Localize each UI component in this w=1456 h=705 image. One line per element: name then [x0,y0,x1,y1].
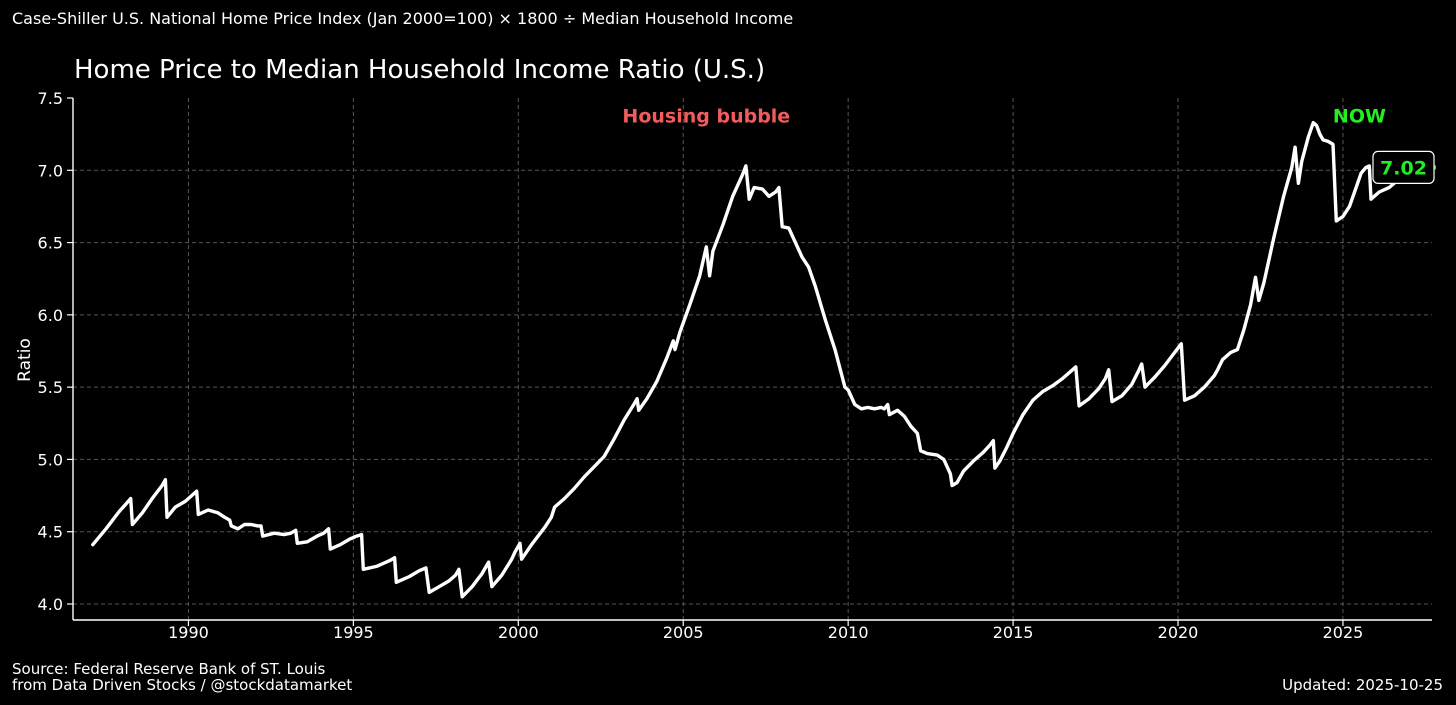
source-line-1: Source: Federal Reserve Bank of ST. Loui… [12,660,326,678]
x-tick-label: 1990 [168,623,209,642]
y-tick-label: 5.0 [38,450,63,469]
x-tick-label: 2020 [1158,623,1199,642]
y-tick-label: 4.0 [38,595,63,614]
last-value-badge: 7.02 [1372,150,1435,184]
y-tick-label: 7.0 [38,161,63,180]
x-tick-label: 2005 [663,623,704,642]
updated-date: Updated: 2025-10-25 [1282,676,1443,694]
now-annotation: NOW [1333,105,1386,127]
formula-caption: Case-Shiller U.S. National Home Price In… [12,9,793,28]
grid-lines [73,98,1432,620]
chart-title: Home Price to Median Household Income Ra… [74,55,765,85]
x-axis-ticks: 1990 1995 2000 2005 2010 2015 2020 2025 [168,620,1363,642]
last-value-label: 7.02 [1380,157,1427,179]
ratio-series-line [91,120,1434,599]
y-tick-label: 5.5 [38,378,63,397]
y-axis-label: Ratio [15,338,35,382]
source-line-2: from Data Driven Stocks / @stockdatamark… [12,676,352,694]
annotations: Housing bubble NOW [622,105,1386,127]
last-value-box [1372,150,1435,184]
x-tick-label: 2000 [498,623,539,642]
y-tick-label: 6.5 [38,234,63,253]
axes [72,98,1432,621]
x-tick-label: 2015 [993,623,1034,642]
x-tick-label: 2025 [1323,623,1364,642]
y-tick-label: 4.5 [38,523,63,542]
housing-bubble-annotation: Housing bubble [622,105,790,127]
x-tick-label: 1995 [333,623,374,642]
y-tick-label: 6.0 [38,306,63,325]
x-tick-label: 2010 [828,623,869,642]
y-axis-ticks: 4.0 4.5 5.0 5.5 6.0 6.5 7.0 7.5 [38,89,73,614]
y-tick-label: 7.5 [38,89,63,108]
